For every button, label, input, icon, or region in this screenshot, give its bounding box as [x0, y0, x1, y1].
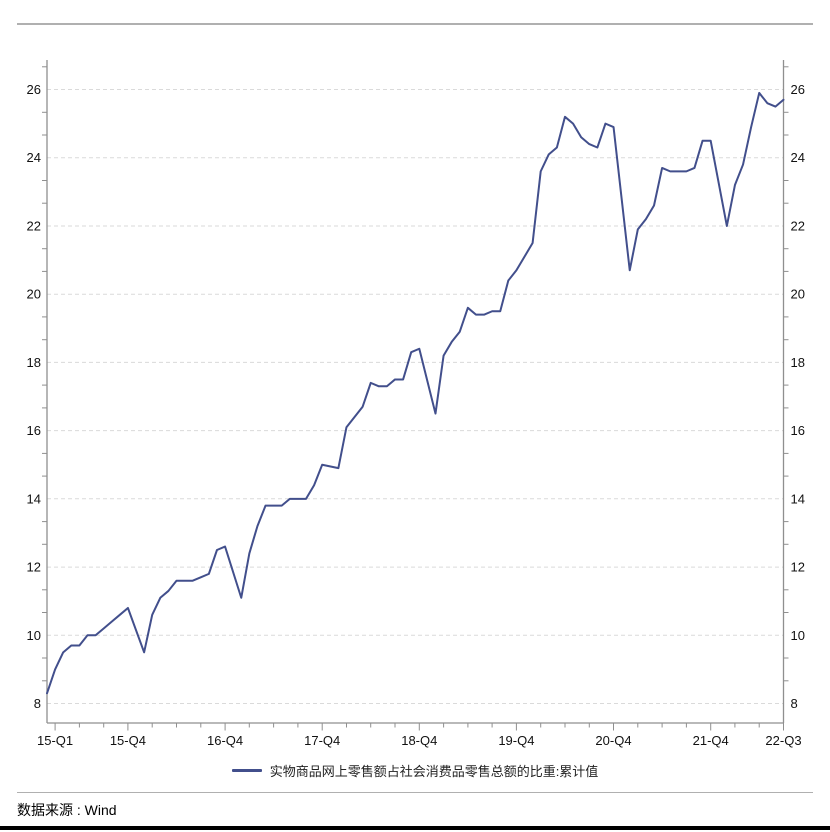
- gridlines: [47, 89, 784, 704]
- footer-divider: [17, 792, 813, 793]
- y-tick-label-right: 10: [791, 628, 805, 643]
- y-tick-label-right: 14: [791, 491, 805, 506]
- y-tick-label-left: 16: [27, 423, 41, 438]
- axis-ticks: [42, 66, 789, 731]
- y-tick-label-left: 18: [27, 355, 41, 370]
- x-tick-label: 17-Q4: [304, 733, 340, 748]
- x-tick-label: 20-Q4: [595, 733, 631, 748]
- legend-label: 实物商品网上零售额占社会消费品零售总额的比重:累计值: [269, 764, 599, 779]
- y-tick-label-right: 26: [791, 82, 805, 97]
- legend-line-swatch: [231, 769, 262, 772]
- y-tick-label-left: 22: [27, 219, 41, 234]
- data-source-label: 数据来源 : Wind: [17, 802, 117, 818]
- bottom-border: [0, 826, 830, 830]
- legend: 实物商品网上零售额占社会消费品零售总额的比重:累计值: [0, 761, 830, 780]
- x-tick-label: 16-Q4: [207, 733, 243, 748]
- x-tick-label: 21-Q4: [693, 733, 729, 748]
- y-tick-label-right: 22: [791, 219, 805, 234]
- y-tick-label-left: 26: [27, 82, 41, 97]
- y-tick-label-left: 14: [27, 491, 41, 506]
- y-tick-label-right: 8: [791, 696, 798, 711]
- y-tick-label-right: 12: [791, 560, 805, 575]
- x-tick-label: 22-Q3: [765, 733, 801, 748]
- x-tick-label: 18-Q4: [401, 733, 437, 748]
- y-tick-label-right: 16: [791, 423, 805, 438]
- axes: [46, 60, 785, 724]
- y-tick-label-left: 8: [34, 696, 41, 711]
- x-tick-label: 15-Q1: [37, 733, 73, 748]
- y-tick-label-right: 20: [791, 287, 805, 302]
- y-tick-label-left: 20: [27, 287, 41, 302]
- x-tick-label: 19-Q4: [498, 733, 534, 748]
- top-divider: [17, 23, 813, 25]
- y-tick-label-left: 24: [27, 150, 41, 165]
- y-tick-label-left: 12: [27, 560, 41, 575]
- y-tick-label-left: 10: [27, 628, 41, 643]
- series-lines: [46, 91, 785, 695]
- x-tick-label: 15-Q4: [110, 733, 146, 748]
- series-line: [46, 91, 785, 695]
- y-tick-label-right: 18: [791, 355, 805, 370]
- axis-labels: 8 8 10 10 12 12 14 14 16 16 18 18 20 20 22 22 24 24 26 26 15…: [27, 82, 805, 748]
- y-tick-label-right: 24: [791, 150, 805, 165]
